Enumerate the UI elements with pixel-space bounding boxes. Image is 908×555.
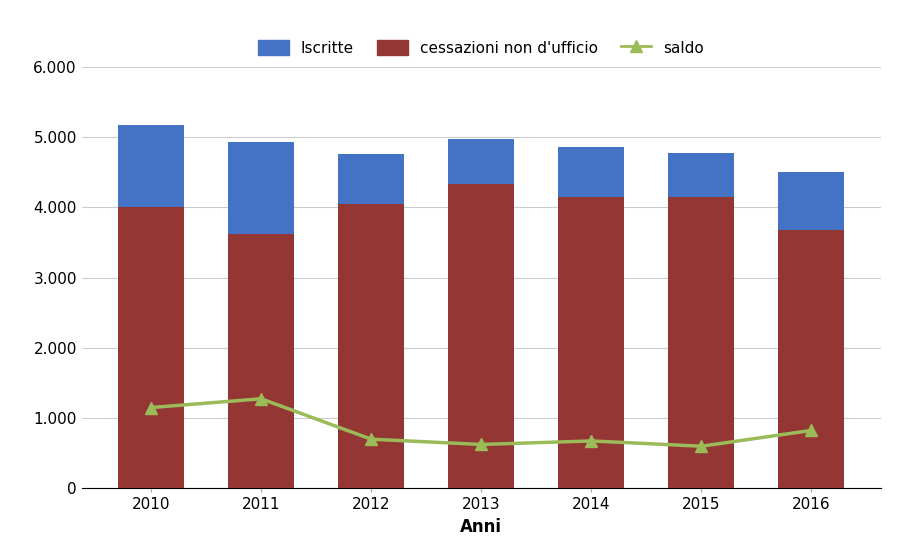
Bar	[558, 196, 625, 488]
Legend: Iscritte, cessazioni non d'ufficio, saldo: Iscritte, cessazioni non d'ufficio, sald…	[251, 32, 712, 63]
Bar	[668, 196, 735, 488]
Bar	[558, 148, 625, 488]
Bar	[668, 153, 735, 488]
Bar	[228, 142, 294, 488]
Bar	[449, 184, 514, 488]
Bar	[449, 139, 514, 488]
Bar	[228, 234, 294, 488]
Bar	[338, 154, 404, 488]
Bar	[778, 172, 844, 488]
Bar	[338, 204, 404, 488]
Bar	[778, 230, 844, 488]
X-axis label: Anni: Anni	[460, 518, 502, 536]
Bar	[118, 207, 184, 488]
Bar	[118, 125, 184, 488]
